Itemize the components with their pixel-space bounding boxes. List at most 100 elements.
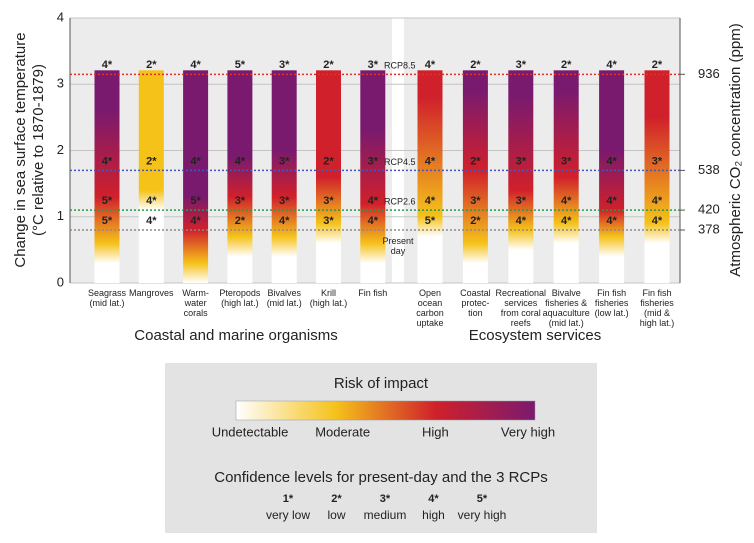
x-tick-label: Bivalves (mid lat.) — [267, 288, 302, 308]
confidence-label: 4* — [425, 195, 436, 207]
confidence-label: 3* — [470, 195, 481, 207]
y-tick-label: 1 — [57, 208, 64, 223]
confidence-label: 3* — [516, 195, 527, 207]
confidence-label: 4* — [425, 155, 436, 167]
x-tick-label: Krill (high lat.) — [310, 288, 348, 308]
confidence-symbol: 2* — [331, 493, 342, 505]
confidence-word: low — [327, 508, 345, 522]
confidence-label: 2* — [146, 59, 157, 71]
confidence-label: 5* — [102, 215, 113, 227]
confidence-label: 3* — [652, 155, 663, 167]
confidence-label: 4* — [190, 155, 201, 167]
x-tick-label: Bivalve fisheries & aquaculture (mid lat.) — [543, 288, 590, 328]
scenario-label: RCP2.6 — [384, 197, 416, 207]
confidence-label: 3* — [279, 59, 290, 71]
x-tick-label: Pteropods (high lat.) — [219, 288, 261, 308]
scenario-label: Present day — [382, 236, 414, 256]
confidence-label: 4* — [606, 59, 617, 71]
confidence-label: 3* — [323, 195, 334, 207]
scenario-label: RCP8.5 — [384, 61, 416, 71]
confidence-label: 4* — [368, 195, 379, 207]
confidence-label: 4* — [235, 155, 246, 167]
confidence-label: 3* — [368, 155, 379, 167]
confidence-label: 2* — [470, 59, 481, 71]
confidence-label: 2* — [146, 155, 157, 167]
y2-axis-title: Atmospheric CO₂ concentration (ppm) — [727, 23, 744, 276]
confidence-label: 4* — [146, 195, 157, 207]
confidence-label: 3* — [235, 195, 246, 207]
confidence-label: 3* — [516, 59, 527, 71]
legend-level: High — [422, 424, 449, 439]
confidence-label: 4* — [561, 195, 572, 207]
risk-bar — [553, 70, 579, 283]
y-tick-label: 3 — [57, 76, 64, 91]
risk-bar — [644, 70, 670, 283]
confidence-label: 4* — [516, 215, 527, 227]
x-tick-label: Fin fish fisheries (mid & high lat.) — [640, 288, 675, 328]
confidence-label: 4* — [190, 59, 201, 71]
risk-bar — [94, 70, 120, 283]
colorbar — [235, 400, 536, 421]
confidence-label: 3* — [368, 59, 379, 71]
legend-box — [165, 363, 597, 533]
confidence-label: 3* — [279, 155, 290, 167]
confidence-label: 2* — [323, 59, 334, 71]
confidence-label: 2* — [561, 59, 572, 71]
risk-bar — [183, 70, 209, 283]
confidence-symbol: 1* — [283, 493, 294, 505]
y-tick-label: 4 — [57, 9, 64, 24]
x-tick-label: Seagrass (mid lat.) — [88, 288, 127, 308]
y2-tick-label: 420 — [698, 202, 720, 217]
confidence-label: 4* — [146, 215, 157, 227]
x-tick-label: Open ocean carbon uptake — [416, 288, 444, 328]
x-tick-label: Fin fish fisheries (low lat.) — [595, 288, 629, 318]
confidence-word: medium — [364, 508, 407, 522]
x-tick-label: Mangroves — [129, 288, 174, 298]
group-label: Coastal and marine organisms — [134, 327, 337, 344]
legend-title: Risk of impact — [334, 375, 429, 392]
confidence-label: 4* — [606, 195, 617, 207]
confidence-label: 5* — [190, 195, 201, 207]
risk-bar — [508, 70, 534, 283]
legend-level: Moderate — [315, 424, 370, 439]
confidence-label: 3* — [561, 155, 572, 167]
confidence-label: 4* — [652, 215, 663, 227]
confidence-label: 4* — [606, 155, 617, 167]
confidence-word: very low — [266, 508, 310, 522]
confidence-label: 4* — [279, 215, 290, 227]
confidence-label: 5* — [235, 59, 246, 71]
confidence-label: 5* — [425, 215, 436, 227]
risk-bar — [227, 70, 253, 283]
x-tick-label: Recreational services from coral reefs — [496, 288, 547, 328]
confidence-label: 2* — [235, 215, 246, 227]
confidence-label: 4* — [368, 215, 379, 227]
confidence-label: 4* — [425, 59, 436, 71]
y-tick-label: 0 — [57, 274, 64, 289]
confidence-label: 3* — [516, 155, 527, 167]
risk-bar — [316, 70, 341, 283]
legend-level: Very high — [501, 424, 555, 439]
confidence-label: 4* — [652, 195, 663, 207]
confidence-word: very high — [458, 508, 507, 522]
confidence-symbol: 4* — [428, 493, 439, 505]
y-axis-title: Change in sea surface temperature(°C rel… — [12, 32, 47, 267]
risk-bar — [599, 70, 625, 283]
risk-bar — [138, 70, 164, 283]
confidence-label: 2* — [323, 155, 334, 167]
confidence-symbol: 5* — [477, 493, 488, 505]
group-label: Ecosystem services — [469, 327, 602, 344]
risk-bar — [271, 70, 297, 283]
confidence-title: Confidence levels for present-day and th… — [214, 469, 548, 486]
confidence-word: high — [422, 508, 445, 522]
risk-bar — [462, 70, 488, 283]
confidence-label: 4* — [561, 215, 572, 227]
x-tick-label: Fin fish — [358, 288, 387, 298]
confidence-label: 3* — [279, 195, 290, 207]
legend-level: Undetectable — [212, 424, 289, 439]
confidence-label: 4* — [606, 215, 617, 227]
confidence-label: 4* — [190, 215, 201, 227]
confidence-label: 2* — [470, 155, 481, 167]
confidence-label: 4* — [102, 155, 113, 167]
risk-bar — [417, 70, 443, 283]
